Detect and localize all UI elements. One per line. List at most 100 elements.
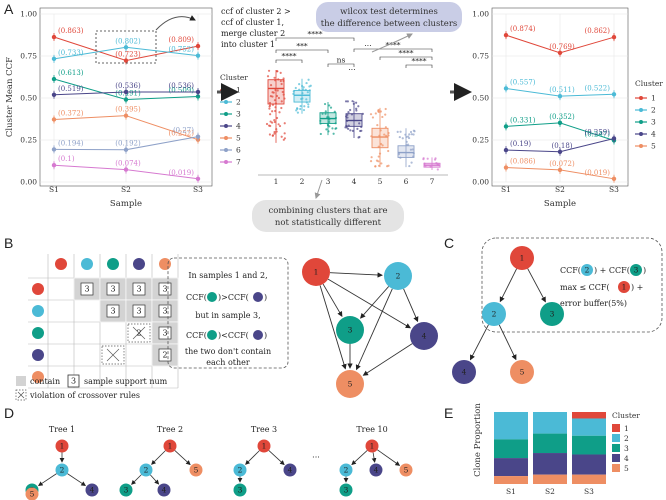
value-label: (0.769) bbox=[549, 43, 575, 51]
panel-e-stacked-bar: Clone Proportion S1 S2 S3 bbox=[473, 403, 606, 496]
node-label: 2 bbox=[238, 466, 243, 475]
svg-text:1: 1 bbox=[622, 283, 627, 292]
value-label: (0.019) bbox=[584, 169, 610, 177]
series-cluster-1: (0.863) (0.723) (0.809) bbox=[51, 27, 201, 65]
jitter-point bbox=[277, 96, 280, 100]
cluster-3-dot bbox=[207, 292, 217, 302]
legend-label: 6 bbox=[236, 146, 241, 155]
jitter-point bbox=[303, 105, 306, 108]
edge bbox=[245, 450, 260, 465]
legend-label: 2 bbox=[651, 106, 656, 115]
node-label: 1 bbox=[262, 442, 267, 451]
x-ticks: S1 S2 S3 bbox=[49, 185, 203, 194]
jitter-point bbox=[319, 132, 322, 136]
node-label: 3 bbox=[348, 326, 353, 335]
support-num: 3 bbox=[110, 285, 115, 294]
jitter-point bbox=[407, 135, 410, 138]
box-x-label: 3 bbox=[326, 177, 331, 186]
jitter-point bbox=[307, 103, 310, 106]
expl-line-2: CCF( )>CCF( ) bbox=[186, 292, 267, 302]
x-tick-label: S3 bbox=[193, 185, 203, 194]
jitter-point bbox=[282, 77, 285, 80]
panel-letter-b: B bbox=[4, 235, 13, 251]
edge bbox=[37, 473, 57, 487]
jitter-point bbox=[268, 101, 272, 105]
expl-line-5: the two don't contain bbox=[185, 347, 271, 356]
data-point bbox=[51, 117, 57, 122]
value-label: (0.331) bbox=[510, 116, 536, 124]
node-cluster-4 bbox=[369, 463, 383, 477]
significance-label: **** bbox=[282, 52, 297, 61]
trees-ellipsis: ··· bbox=[312, 453, 320, 462]
legend-dot bbox=[224, 100, 228, 104]
jitter-point bbox=[323, 102, 327, 106]
annotation-line-4: into cluster 1 bbox=[221, 40, 275, 49]
data-point bbox=[51, 147, 57, 152]
expl-line-6: each other bbox=[206, 358, 250, 367]
legend-dot bbox=[639, 144, 643, 148]
tree-title: Tree 2 bbox=[157, 425, 183, 434]
merge-annotation: ccf of cluster 2 > ccf of cluster 1, mer… bbox=[221, 7, 291, 49]
data-point bbox=[503, 86, 509, 91]
combine-line-1: combining clusters that are bbox=[268, 206, 387, 216]
node-label: 5 bbox=[30, 490, 35, 499]
jitter-point bbox=[369, 113, 373, 116]
node-label: 4 bbox=[162, 486, 167, 495]
value-label: (0.874) bbox=[510, 25, 536, 33]
jitter-point bbox=[328, 104, 331, 107]
node-cluster-5 bbox=[399, 463, 413, 477]
value-label: (0.862) bbox=[584, 27, 610, 35]
legend-label: 5 bbox=[236, 134, 241, 143]
legend-contain-swatch bbox=[16, 376, 26, 386]
legend-title-e: Cluster bbox=[612, 411, 640, 420]
jitter-point bbox=[305, 98, 308, 101]
edge bbox=[319, 285, 347, 370]
value-label: (0.752) bbox=[168, 46, 194, 54]
value-label: (0.802) bbox=[115, 37, 141, 45]
node-cluster-3 bbox=[233, 483, 247, 497]
bar-segment-cluster-3 bbox=[494, 439, 528, 459]
jitter-point bbox=[299, 104, 302, 108]
edge bbox=[131, 474, 142, 485]
value-label: (0.019) bbox=[168, 169, 194, 177]
series-cluster-7: (0.1) (0.074) (0.019) bbox=[51, 155, 201, 183]
cluster-2-dot bbox=[581, 264, 593, 276]
value-label: (0.18) bbox=[551, 142, 572, 150]
combine-bubble bbox=[252, 200, 404, 232]
svg-text:2: 2 bbox=[585, 266, 590, 275]
node-label: 5 bbox=[404, 466, 409, 475]
jitter-point bbox=[321, 112, 324, 115]
jitter-point bbox=[308, 85, 311, 88]
box-x-label: 4 bbox=[352, 177, 357, 186]
series-cluster-1: (0.874) (0.769) (0.862) bbox=[503, 25, 617, 57]
series-lines-right: (0.874) (0.769) (0.862) (0.557) (0.511) (0.52… bbox=[503, 25, 617, 183]
svg-text:)>CCF(: )>CCF( bbox=[218, 293, 249, 302]
x-tick-label: S3 bbox=[609, 185, 619, 194]
jitter-point bbox=[356, 127, 359, 131]
jitter-point bbox=[276, 70, 279, 73]
violation-cell bbox=[127, 323, 151, 343]
data-point bbox=[51, 163, 57, 168]
data-point bbox=[123, 113, 129, 118]
node-label: 3 bbox=[550, 310, 555, 319]
jitter-point bbox=[307, 105, 310, 109]
matrix-col-header-4 bbox=[133, 258, 145, 270]
box-cluster-2 bbox=[292, 78, 312, 114]
legend-label: 1 bbox=[236, 86, 241, 95]
jitter-point bbox=[346, 113, 349, 117]
jitter-point bbox=[296, 107, 299, 110]
merge-highlight-box bbox=[95, 30, 157, 64]
x-tick-label: S1 bbox=[506, 487, 516, 496]
panel-letter-e: E bbox=[444, 405, 453, 421]
tree-title: Tree 3 bbox=[251, 425, 277, 434]
significance-bracket bbox=[275, 59, 303, 63]
bar-segment-cluster-5 bbox=[494, 476, 528, 484]
legend-title-right: Cluster bbox=[635, 79, 663, 88]
support-num: 3 bbox=[162, 329, 167, 338]
data-point bbox=[503, 124, 509, 129]
legend-label: 7 bbox=[236, 158, 241, 167]
clone-proportion-label: Clone Proportion bbox=[473, 403, 483, 477]
annotation-line-1: ccf of cluster 2 > bbox=[221, 7, 291, 16]
legend-swatch bbox=[612, 444, 620, 452]
annotation-line-2: ccf of cluster 1, bbox=[221, 18, 284, 27]
